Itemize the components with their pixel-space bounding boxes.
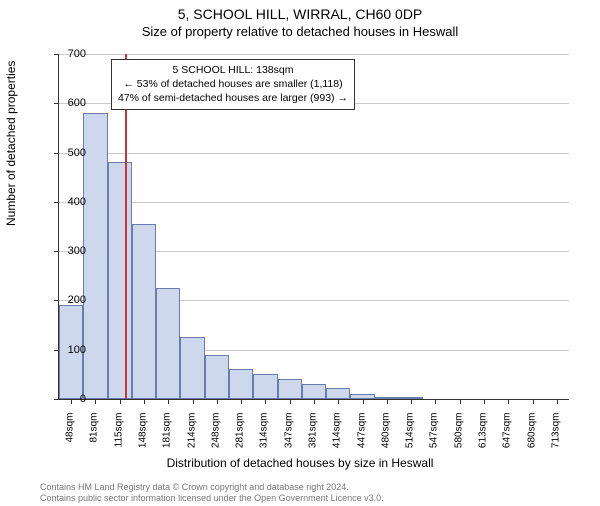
x-tick-label: 314sqm: [259, 413, 270, 463]
footer-line: Contains HM Land Registry data © Crown c…: [40, 482, 384, 493]
annotation-line: 5 SCHOOL HILL: 138sqm: [118, 63, 348, 77]
x-tick-label: 414sqm: [332, 413, 343, 463]
x-tick-label: 214sqm: [186, 413, 197, 463]
x-tick-label: 613sqm: [478, 413, 489, 463]
x-tick-mark: [411, 399, 412, 404]
x-tick-label: 381sqm: [308, 413, 319, 463]
x-tick-mark: [533, 399, 534, 404]
page-subtitle: Size of property relative to detached ho…: [0, 24, 600, 39]
x-tick-mark: [144, 399, 145, 404]
x-tick-mark: [217, 399, 218, 404]
histogram-chart: 5 SCHOOL HILL: 138sqm← 53% of detached h…: [58, 54, 569, 400]
histogram-bar: [205, 355, 229, 399]
x-tick-label: 148sqm: [138, 413, 149, 463]
y-axis-label: Number of detached properties: [4, 61, 18, 226]
x-tick-label: 447sqm: [356, 413, 367, 463]
y-tick-label: 200: [46, 294, 86, 306]
histogram-bar: [108, 162, 132, 399]
histogram-bar: [229, 369, 253, 399]
x-tick-label: 480sqm: [380, 413, 391, 463]
x-tick-label: 680sqm: [526, 413, 537, 463]
x-tick-mark: [435, 399, 436, 404]
x-tick-label: 181sqm: [162, 413, 173, 463]
y-tick-label: 700: [46, 48, 86, 60]
histogram-bar: [132, 224, 156, 399]
annotation-line: ← 53% of detached houses are smaller (1,…: [118, 77, 348, 91]
x-tick-mark: [241, 399, 242, 404]
y-tick-label: 100: [46, 344, 86, 356]
annotation-box: 5 SCHOOL HILL: 138sqm← 53% of detached h…: [111, 59, 355, 110]
histogram-bar: [180, 337, 204, 399]
x-tick-label: 580sqm: [453, 413, 464, 463]
grid-line: [59, 54, 569, 55]
y-tick-label: 500: [46, 147, 86, 159]
histogram-bar: [253, 374, 277, 399]
x-tick-mark: [460, 399, 461, 404]
x-tick-label: 248sqm: [210, 413, 221, 463]
x-tick-mark: [363, 399, 364, 404]
histogram-bar: [278, 379, 302, 399]
x-tick-mark: [95, 399, 96, 404]
y-tick-label: 0: [46, 393, 86, 405]
x-tick-mark: [338, 399, 339, 404]
x-tick-label: 647sqm: [502, 413, 513, 463]
histogram-bar: [302, 384, 326, 399]
x-tick-mark: [290, 399, 291, 404]
y-tick-label: 300: [46, 245, 86, 257]
footer-line: Contains public sector information licen…: [40, 493, 384, 504]
x-tick-label: 115sqm: [113, 413, 124, 463]
x-tick-label: 281sqm: [235, 413, 246, 463]
histogram-bar: [326, 388, 350, 399]
histogram-bar: [156, 288, 180, 399]
y-tick-label: 600: [46, 97, 86, 109]
y-tick-label: 400: [46, 196, 86, 208]
page-title: 5, SCHOOL HILL, WIRRAL, CH60 0DP: [0, 6, 600, 22]
x-tick-label: 81sqm: [89, 413, 100, 463]
x-tick-mark: [387, 399, 388, 404]
footer-attribution: Contains HM Land Registry data © Crown c…: [40, 482, 384, 505]
grid-line: [59, 153, 569, 154]
x-tick-mark: [557, 399, 558, 404]
x-tick-label: 547sqm: [429, 413, 440, 463]
x-tick-mark: [120, 399, 121, 404]
x-tick-mark: [508, 399, 509, 404]
x-tick-mark: [265, 399, 266, 404]
x-tick-label: 713sqm: [550, 413, 561, 463]
x-tick-mark: [168, 399, 169, 404]
grid-line: [59, 202, 569, 203]
annotation-line: 47% of semi-detached houses are larger (…: [118, 91, 348, 105]
x-tick-label: 48sqm: [65, 413, 76, 463]
x-tick-mark: [314, 399, 315, 404]
x-tick-mark: [193, 399, 194, 404]
x-tick-label: 347sqm: [283, 413, 294, 463]
x-tick-label: 514sqm: [405, 413, 416, 463]
histogram-bar: [83, 113, 107, 399]
x-tick-mark: [484, 399, 485, 404]
